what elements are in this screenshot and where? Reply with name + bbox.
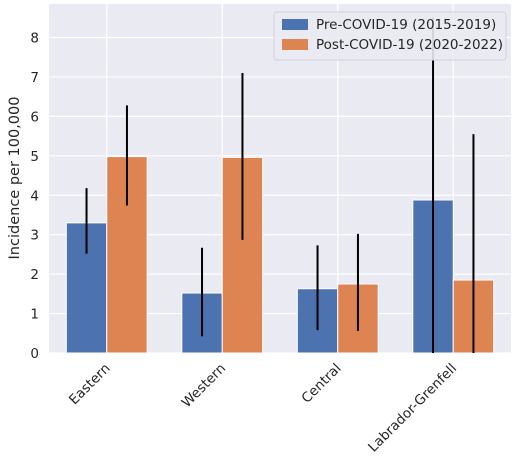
legend-label: Post-COVID-19 (2020-2022) [316, 37, 503, 53]
x-tick-label: Western [179, 361, 229, 411]
x-tick-labels: Eastern Western Central Labrador-Grenfell [66, 361, 460, 456]
x-tick-label: Central [299, 361, 345, 407]
y-tick-label: 4 [30, 188, 39, 204]
x-tick-label: Labrador-Grenfell [365, 361, 460, 456]
legend-label: Pre-COVID-19 (2015-2019) [316, 17, 496, 33]
legend-swatch [282, 39, 308, 50]
y-tick-label: 0 [30, 346, 39, 362]
y-tick-label: 8 [30, 31, 39, 47]
y-tick-label: 2 [30, 267, 39, 283]
x-tick-label: Eastern [66, 361, 114, 409]
y-tick-label: 6 [30, 109, 39, 125]
legend: Pre-COVID-19 (2015-2019) Post-COVID-19 (2… [273, 11, 507, 61]
y-axis-label: Incidence per 100,000 [7, 97, 23, 260]
error-bars [85, 17, 475, 353]
legend-box [273, 11, 507, 61]
y-tick-label: 7 [30, 70, 39, 86]
y-tick-label: 1 [30, 307, 39, 323]
bar [65, 222, 108, 354]
legend-swatch [282, 19, 308, 30]
y-tick-label: 3 [30, 228, 39, 244]
y-tick-labels: 0 1 2 3 4 5 6 7 8 [30, 31, 39, 362]
y-tick-label: 5 [30, 149, 39, 165]
